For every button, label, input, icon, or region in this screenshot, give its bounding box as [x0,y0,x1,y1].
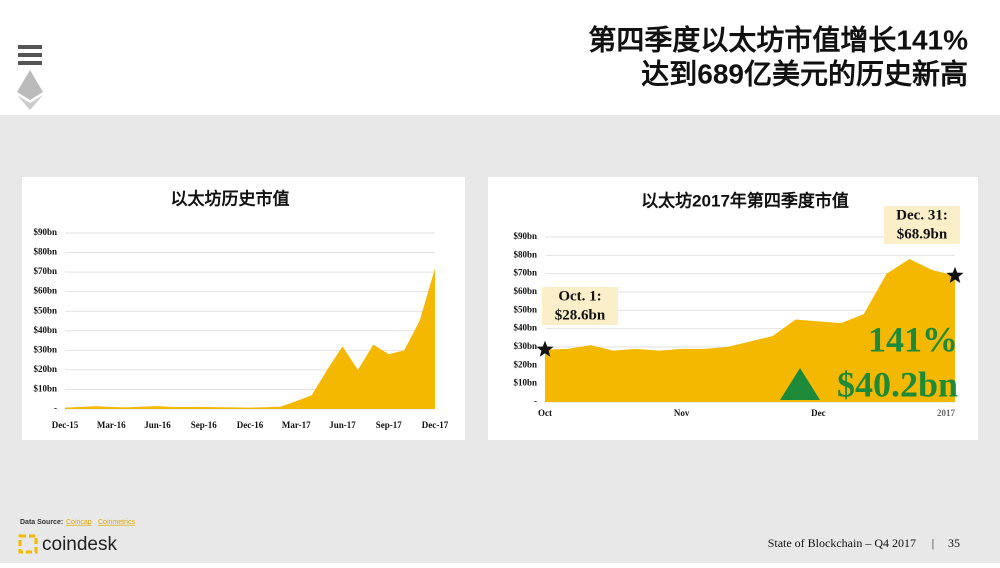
x-tick-label: Mar-17 [282,420,311,430]
up-arrow [780,368,820,400]
star-marker [536,340,554,357]
annotation-box [884,206,960,244]
report-name: State of Blockchain – Q4 2017 [768,536,916,550]
chart-title: 以太坊2017年第四季度市值 [641,190,849,210]
x-tick-label: Jun-16 [144,420,171,430]
title-line: 达到689亿美元的历史新高 [641,57,968,89]
star-marker [946,266,964,283]
menu-icon [18,45,42,65]
x-tick-label: Nov [674,408,690,418]
x-tick-label: Mar-16 [97,420,126,430]
x-tick-label: Jun-17 [329,420,356,430]
area [545,259,955,402]
y-tick-label: $10bn [513,378,537,388]
y-tick-label: $40bn [33,325,57,335]
page-number: 35 [948,536,960,550]
y-tick-label: $90bn [33,227,57,237]
source-link[interactable]: Coincap [66,519,92,526]
y-tick-label: $10bn [33,384,57,394]
header-band [0,0,1000,115]
x-tick-label: Oct [538,408,552,418]
x-tick-label: Dec [811,408,826,418]
brand-logo [18,534,38,554]
y-tick-label: $80bn [33,247,57,257]
eth-logo [17,70,43,110]
annotation: $68.9bn [897,226,948,242]
y-tick-label: $70bn [513,268,537,278]
y-tick-label: $50bn [513,304,537,314]
annotation-box [542,287,618,325]
x-tick-label: Sep-16 [191,420,218,430]
chart-title: 以太坊历史市值 [171,188,290,208]
source-label: Data Source: [20,519,63,526]
annotation: $28.6bn [555,307,606,323]
y-tick-label: $80bn [513,249,537,259]
y-tick-label: $60bn [33,286,57,296]
source-link[interactable]: Coinmetrics [98,519,135,526]
x-tick-label: Dec-15 [52,420,79,430]
y-tick-label: $20bn [33,364,57,374]
x-tick-label: Sep-17 [376,420,403,430]
x-tick-label: 2017 [937,408,956,418]
area [65,268,435,409]
separator: | [932,536,934,550]
x-tick-label: Dec-17 [422,420,449,430]
y-tick-label: $40bn [513,323,537,333]
brand: coindesk [42,534,117,555]
y-tick-label: $70bn [33,266,57,276]
y-tick-label: - [534,396,537,406]
y-tick-label: $90bn [513,231,537,241]
y-tick-label: $30bn [513,341,537,351]
y-tick-label: $60bn [513,286,537,296]
y-tick-label: $50bn [33,305,57,315]
x-tick-label: Dec-16 [237,420,264,430]
y-tick-label: $30bn [33,344,57,354]
y-tick-label: - [54,403,57,413]
annotation: Dec. 31: [896,207,948,223]
annotation: Oct. 1: [558,288,601,304]
title-line: 第四季度以太坊市值增长141% [588,23,968,55]
y-tick-label: $20bn [513,359,537,369]
annotation: 141% [868,319,958,359]
annotation: $40.2bn [837,364,958,404]
